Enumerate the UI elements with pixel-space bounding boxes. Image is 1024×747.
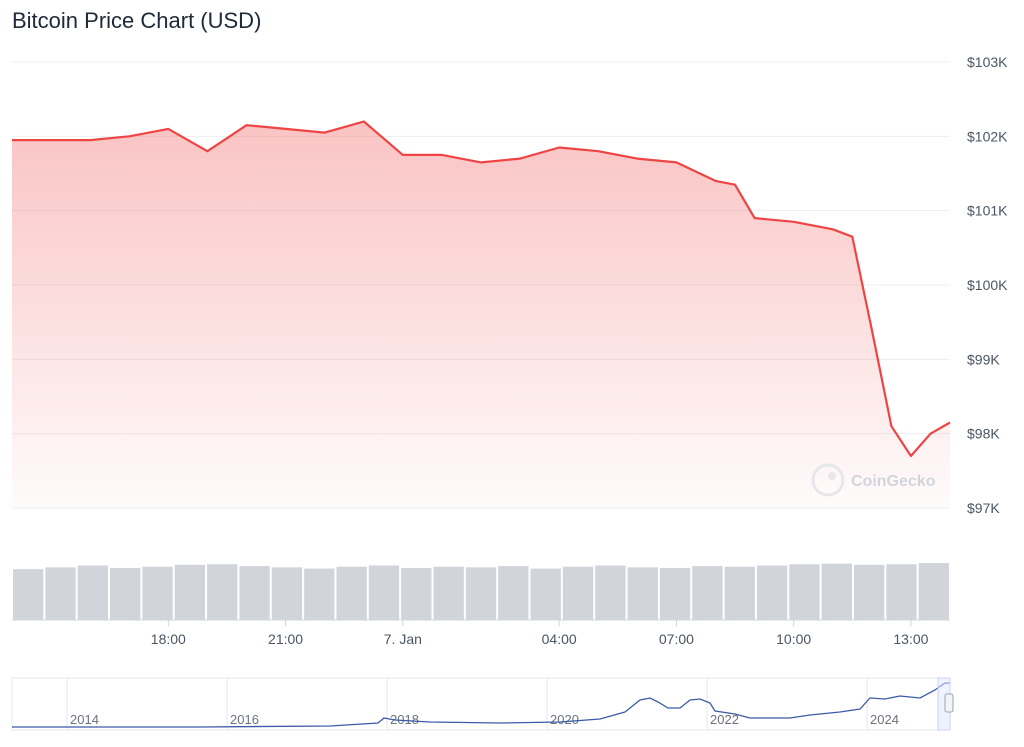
- navigator-handle[interactable]: [944, 693, 954, 713]
- chart-title: Bitcoin Price Chart (USD): [12, 8, 262, 33]
- volume-bar: [336, 566, 367, 620]
- price-point: [831, 227, 835, 231]
- navigator-year-label: 2018: [390, 712, 419, 727]
- x-tick-label: 07:00: [659, 631, 694, 647]
- price-point: [635, 157, 639, 161]
- x-axis: 18:00 21:00 7. Jan 04:00 07:00 10:00 13:00: [151, 620, 929, 647]
- volume-bar: [595, 565, 626, 620]
- navigator-year-label: 2014: [70, 712, 99, 727]
- volume-bar: [659, 567, 691, 620]
- x-tick-label: 21:00: [268, 631, 303, 647]
- navigator-grid: 2014 2016 2018 2020 2022 2024: [66, 678, 899, 730]
- price-point: [733, 183, 737, 187]
- volume-bar: [853, 564, 885, 620]
- price-point: [518, 157, 522, 161]
- x-tick-label: 04:00: [542, 631, 577, 647]
- x-tick-label: 10:00: [776, 631, 811, 647]
- volume-bar: [368, 565, 400, 620]
- navigator-history-line: [12, 682, 950, 728]
- volume-bar: [886, 564, 917, 620]
- range-navigator[interactable]: 2014 2016 2018 2020 2022 2024: [11, 677, 954, 731]
- volume-bar: [756, 565, 788, 620]
- price-point: [284, 127, 288, 131]
- price-point: [205, 149, 209, 153]
- price-point: [10, 138, 14, 142]
- x-tick-label: 18:00: [151, 631, 186, 647]
- volume-bar: [207, 564, 238, 620]
- coingecko-logo-eye: [828, 472, 836, 480]
- volume-bar: [498, 566, 529, 620]
- x-tick-label: 7. Jan: [384, 631, 422, 647]
- y-axis: $103K $102K $101K $100K $99K $98K $97K: [967, 54, 1008, 516]
- volume-bar: [562, 566, 594, 620]
- volume-bar: [724, 566, 755, 620]
- volume-bar: [174, 564, 206, 620]
- price-point: [674, 160, 678, 164]
- price-point: [245, 123, 249, 127]
- volume-bar: [271, 567, 303, 620]
- volume-bar: [110, 567, 141, 620]
- volume-bar: [918, 562, 949, 620]
- volume-bar: [627, 567, 658, 620]
- price-point: [127, 134, 131, 138]
- price-series-line: [12, 120, 951, 458]
- price-point: [401, 153, 405, 157]
- price-point: [88, 138, 92, 142]
- price-point: [948, 421, 952, 425]
- navigator-year-label: 2022: [710, 712, 739, 727]
- volume-bar: [239, 566, 270, 620]
- y-tick-label: $99K: [967, 351, 1000, 367]
- price-point: [792, 220, 796, 224]
- price-line: [12, 120, 951, 458]
- price-area: [12, 121, 950, 508]
- price-point: [596, 149, 600, 153]
- volume-bar: [401, 567, 432, 620]
- volume-bar: [142, 566, 173, 620]
- price-area-fill: [12, 121, 950, 508]
- volume-bar: [821, 563, 852, 620]
- y-tick-label: $98K: [967, 426, 1000, 442]
- price-point: [557, 145, 561, 149]
- y-tick-label: $103K: [967, 54, 1008, 70]
- coingecko-logo-icon: [811, 463, 845, 497]
- price-point: [928, 432, 932, 436]
- y-tick-label: $101K: [967, 203, 1008, 219]
- navigator-frame: [11, 677, 951, 731]
- y-tick-label: $100K: [967, 277, 1008, 293]
- y-tick-label: $102K: [967, 128, 1008, 144]
- y-tick-label: $97K: [967, 500, 1000, 516]
- volume-bar: [789, 564, 820, 620]
- price-point: [49, 138, 53, 142]
- navigator-year-label: 2024: [870, 712, 899, 727]
- coingecko-watermark: CoinGecko: [811, 463, 936, 497]
- price-point: [870, 328, 874, 332]
- price-point: [889, 424, 893, 428]
- price-point: [909, 454, 913, 458]
- price-point: [323, 131, 327, 135]
- price-point: [753, 216, 757, 220]
- navigator-year-label: 2016: [230, 712, 259, 727]
- volume-bars: [12, 562, 950, 621]
- price-point: [166, 127, 170, 131]
- price-point: [850, 235, 854, 239]
- volume-bar: [433, 566, 464, 620]
- volume-bar: [465, 567, 497, 620]
- coingecko-wordmark: CoinGecko: [851, 473, 936, 490]
- navigator-year-label: 2020: [550, 712, 579, 727]
- volume-bar: [77, 565, 109, 620]
- volume-bar: [692, 566, 723, 620]
- volume-bar: [45, 567, 76, 620]
- price-point: [479, 160, 483, 164]
- price-point: [714, 179, 718, 183]
- volume-bar: [304, 568, 335, 620]
- x-tick-label: 13:00: [893, 631, 928, 647]
- volume-bar: [13, 569, 44, 620]
- price-point: [440, 153, 444, 157]
- volume-bar: [530, 568, 561, 620]
- price-point: [362, 119, 366, 123]
